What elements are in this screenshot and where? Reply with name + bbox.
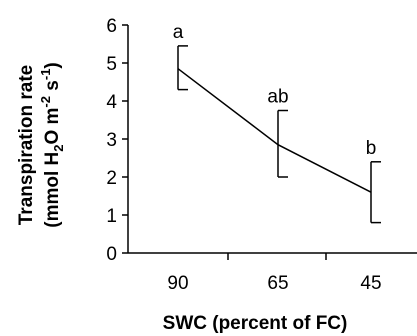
x-tick-label: 45	[360, 273, 381, 294]
y-title-s: s	[42, 80, 63, 96]
y-title-sup-neg2: -2	[38, 96, 53, 108]
y-title-o: O m	[42, 108, 63, 145]
y-title-sup-neg1: -1	[38, 69, 53, 81]
y-tick-label: 1	[106, 206, 117, 227]
significance-letters: a ab b	[173, 22, 377, 159]
error-bar	[277, 109, 288, 178]
y-title-sub2: 2	[51, 145, 66, 152]
y-ticks: 0 1 2 3 4 5 6	[106, 16, 128, 265]
y-axis-title-line2: (mmol H2O m-2 s-1)	[38, 62, 66, 228]
y-tick-label: 0	[106, 244, 117, 265]
y-tick-label: 4	[106, 92, 117, 113]
y-axis-title-line1: Transpiration rate	[16, 65, 37, 226]
error-bar	[177, 45, 188, 91]
significance-letter: ab	[267, 87, 288, 108]
error-bars	[177, 45, 381, 224]
x-axis-title: SWC (percent of FC)	[163, 313, 348, 334]
y-title-open: (mmol H	[42, 152, 63, 228]
y-tick-label: 2	[106, 168, 117, 189]
x-tick-label: 90	[167, 273, 188, 294]
error-bar	[370, 161, 381, 224]
significance-letter: b	[366, 138, 377, 159]
y-tick-label: 5	[106, 54, 117, 75]
y-title-close: )	[42, 62, 63, 68]
x-ticks: 90 65 45	[167, 253, 382, 294]
y-tick-label: 3	[106, 130, 117, 151]
significance-letter: a	[173, 22, 184, 43]
y-axis-title: Transpiration rate (mmol H2O m-2 s-1)	[16, 62, 66, 228]
x-tick-label: 65	[267, 273, 288, 294]
y-tick-label: 6	[106, 16, 117, 37]
